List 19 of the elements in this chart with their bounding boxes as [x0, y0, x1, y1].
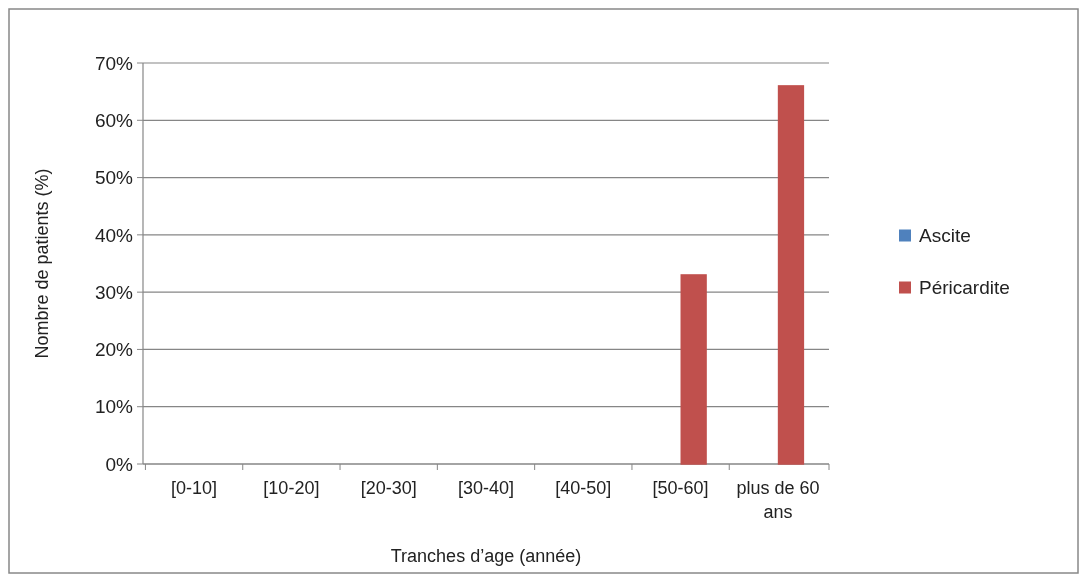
x-tick-label: [20-30]	[360, 478, 417, 498]
x-tick-label: [10-20]	[263, 478, 320, 498]
y-tick-label: 70%	[94, 52, 134, 74]
x-tick-label: [30-40]	[457, 478, 515, 498]
x-tick-label: plus de 60 ans	[736, 478, 820, 522]
y-tick-label: 20%	[94, 339, 134, 361]
y-tick-label: 0%	[105, 453, 134, 475]
x-tick-label: [40-50]	[555, 478, 612, 498]
y-tick-label: 40%	[94, 224, 134, 246]
x-tick-label: [0-10]	[171, 478, 218, 498]
legend-label: Péricardite	[919, 277, 1010, 299]
y-tick-label: 10%	[94, 396, 134, 418]
y-axis-title: Nombre de patients (%)	[32, 168, 52, 359]
y-tick-label: 50%	[94, 167, 134, 189]
y-tick-label: 30%	[94, 281, 134, 303]
x-axis-title: Tranches d’age (année)	[390, 546, 582, 566]
x-tick-label: [50-60]	[652, 478, 709, 498]
legend-label: Ascite	[919, 225, 971, 247]
y-tick-label: 60%	[94, 109, 134, 131]
